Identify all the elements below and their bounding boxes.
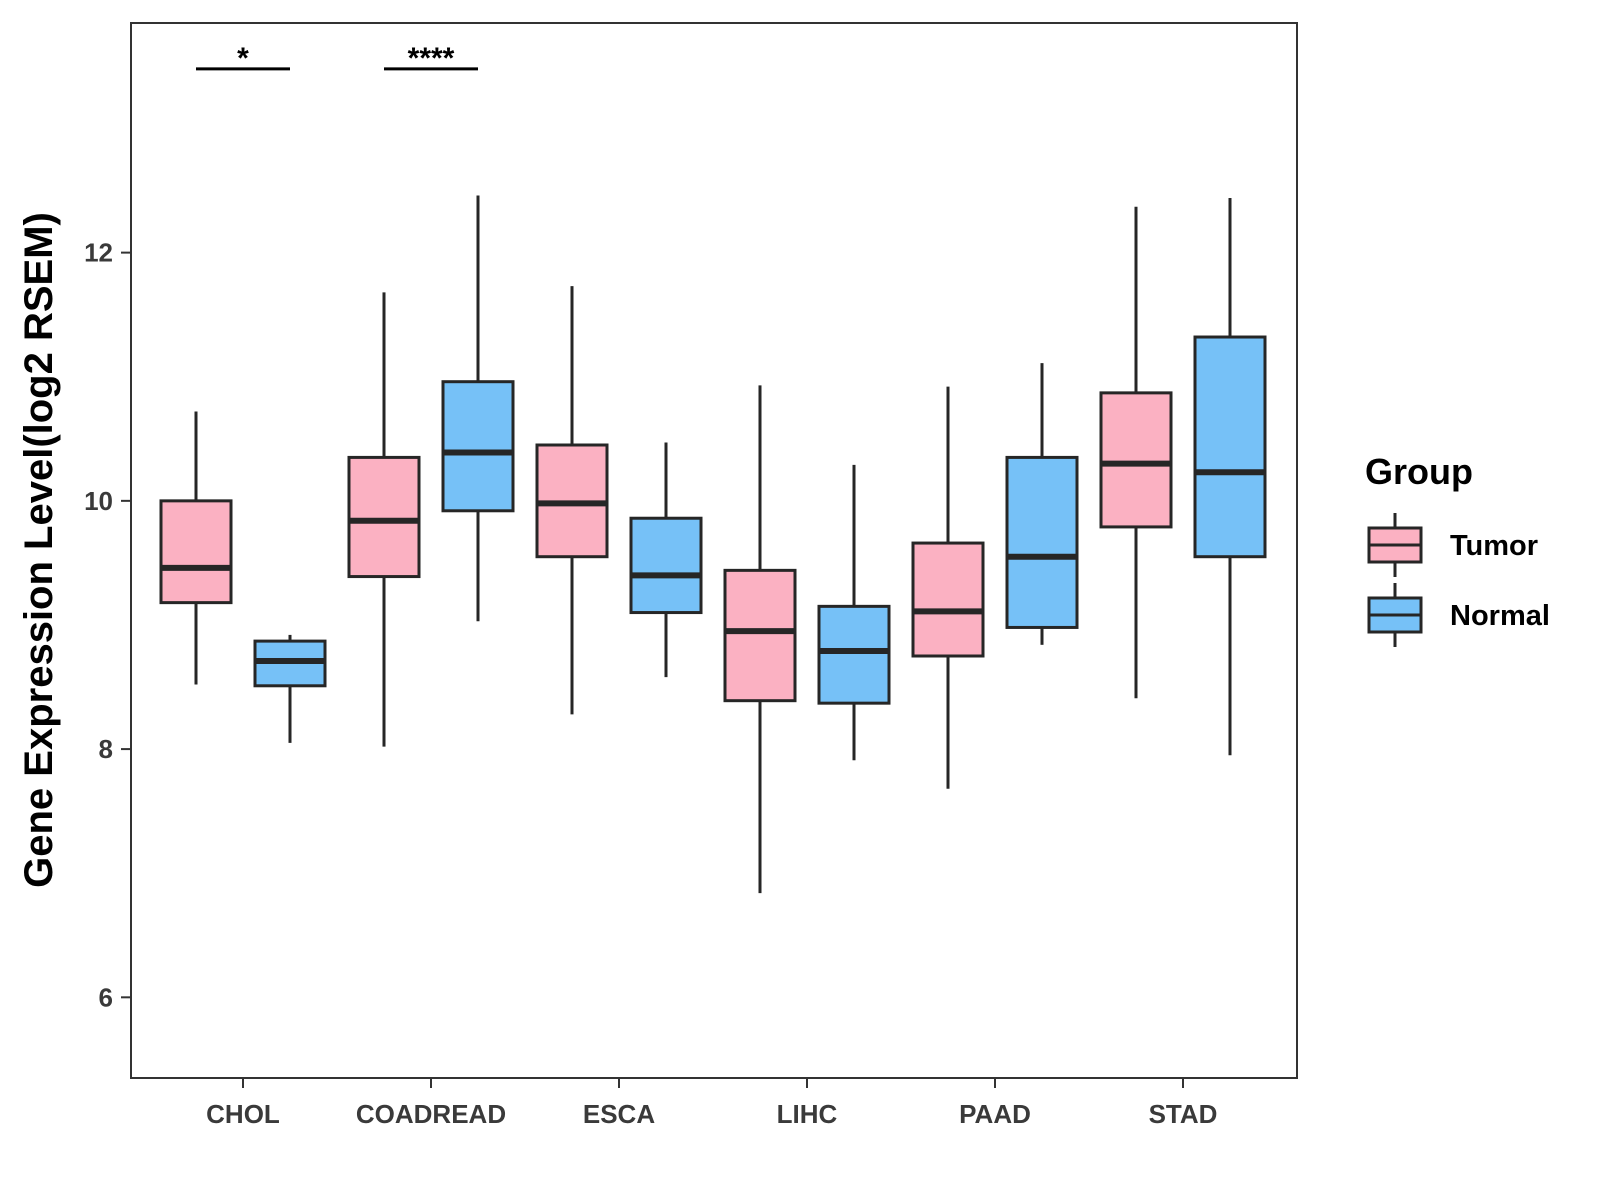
sig-label: * [237,42,249,75]
x-tick-label-paad: PAAD [959,1099,1031,1129]
y-tick-label: 12 [84,238,113,268]
y-tick-label: 10 [84,486,113,516]
box-body [1099,391,1173,529]
box-body [723,568,797,703]
box-tumor-lihc [723,385,797,894]
plot-panel [130,22,1298,1079]
box-series [159,195,1267,894]
box-body [159,499,233,605]
x-tick-label-stad: STAD [1149,1099,1218,1129]
box-body [629,516,703,615]
legend-key-normal [1367,583,1423,647]
sig-coadread: **** [384,42,478,75]
y-axis-title: Gene Expression Level(log2 RSEM) [17,212,61,888]
legend-label-normal: Normal [1450,600,1550,632]
legend-title: Group [1365,451,1473,492]
series-tumor [159,206,1173,894]
box-body [441,380,515,513]
x-tick-label-esca: ESCA [583,1099,655,1129]
box-tumor-coadread [347,292,421,747]
y-tick-label: 6 [99,982,113,1012]
box-body [347,455,421,579]
legend-label-tumor: Tumor [1450,530,1538,562]
y-tick-label: 8 [99,734,113,764]
legend-item-normal: Normal [1367,583,1550,647]
box-normal-stad [1193,198,1267,756]
legend-key-tumor [1367,513,1423,577]
sig-label: **** [408,42,455,75]
x-tick-label-lihc: LIHC [777,1099,838,1129]
box-tumor-stad [1099,206,1173,699]
box-body [817,604,891,705]
x-tick-label-coadread: COADREAD [356,1099,506,1129]
box-tumor-chol [159,411,233,685]
x-tick-label-chol: CHOL [206,1099,280,1129]
y-axis: 6 8 10 12 [84,238,131,1012]
box-normal-chol [253,634,327,743]
x-axis: CHOL COADREAD ESCA LIHC PAAD STAD [206,1078,1217,1129]
box-body [1005,455,1079,629]
box-body [1193,335,1267,559]
series-normal [253,195,1267,761]
significance-annotations: * **** [196,42,478,75]
sig-chol: * [196,42,290,75]
box-normal-esca [629,442,703,678]
box-body [911,541,985,658]
legend: Group Tumor Normal [1365,451,1550,647]
box-tumor-paad [911,386,985,789]
box-normal-coadread [441,195,515,622]
box-normal-lihc [817,464,891,761]
legend-item-tumor: Tumor [1367,513,1538,577]
box-normal-paad [1005,363,1079,645]
box-tumor-esca [535,286,609,715]
